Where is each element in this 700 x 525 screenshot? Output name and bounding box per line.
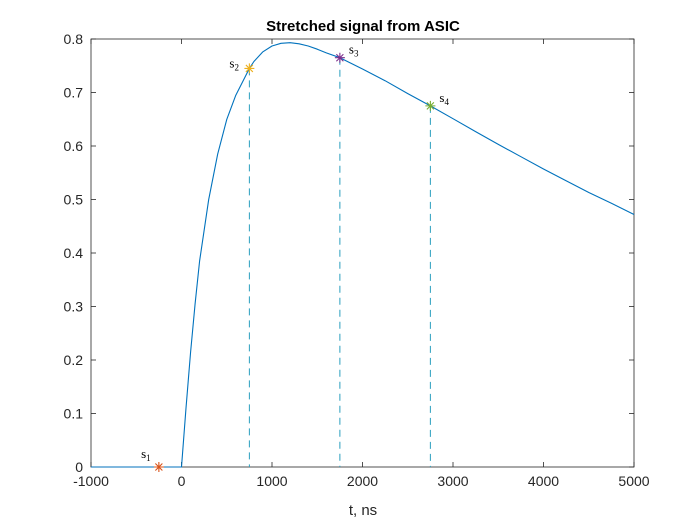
- x-tick-label: 4000: [528, 473, 559, 489]
- x-tick-label: 2000: [347, 473, 378, 489]
- y-tick-label: 0: [75, 459, 83, 475]
- y-tick-label: 0.5: [64, 192, 84, 208]
- sample-label: s1: [141, 446, 151, 463]
- y-tick-label: 0.6: [64, 138, 84, 154]
- y-tick-label: 0.3: [64, 299, 84, 315]
- sample-label: s4: [439, 90, 449, 107]
- x-tick-label: 3000: [437, 473, 468, 489]
- y-tick-label: 0.8: [64, 31, 84, 47]
- x-axis-label: t, ns: [349, 502, 377, 519]
- y-tick-label: 0.2: [64, 352, 84, 368]
- y-tick-label: 0.7: [64, 85, 84, 101]
- sample-marker: [244, 63, 255, 74]
- chart-title: Stretched signal from ASIC: [266, 18, 460, 35]
- x-tick-label: 1000: [256, 473, 287, 489]
- sample-marker: [153, 462, 164, 472]
- x-tick-label: 0: [178, 473, 186, 489]
- x-tick-label: 5000: [618, 473, 649, 489]
- x-tick-label: -1000: [73, 473, 109, 489]
- sample-marker: [425, 100, 436, 111]
- y-tick-label: 0.4: [64, 245, 84, 261]
- sample-label: s2: [229, 55, 239, 72]
- series-line: [91, 42, 635, 468]
- y-tick-label: 0.1: [64, 406, 84, 422]
- sample-label: s3: [349, 42, 359, 59]
- plot-area: -1000 0 1000 2000 3000 4000 500000.10.20.30.40…: [64, 31, 650, 489]
- sample-marker: [334, 52, 345, 63]
